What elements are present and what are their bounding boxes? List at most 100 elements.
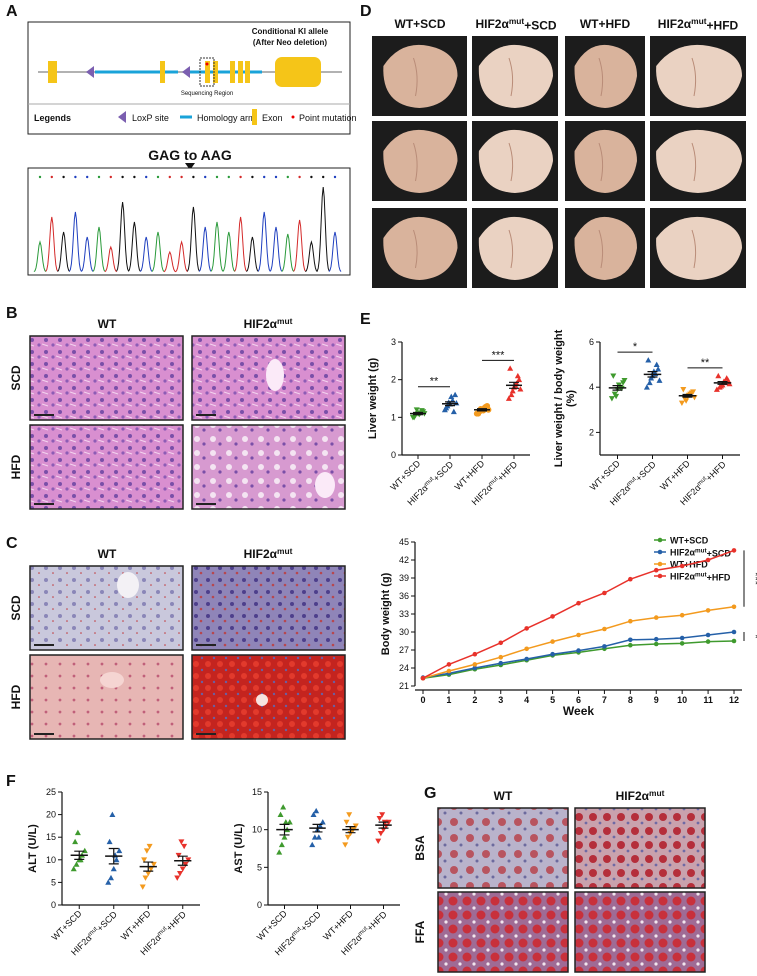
- data-point: [608, 396, 615, 402]
- y-tick-label: 3: [391, 337, 396, 347]
- base-call: [38, 175, 42, 179]
- micrograph: [29, 424, 184, 510]
- y-tick-label: 5: [257, 862, 262, 872]
- data-point: [81, 847, 88, 854]
- data-point: [505, 395, 512, 401]
- data-point: [150, 861, 157, 868]
- y-tick-label: 10: [252, 825, 262, 835]
- panel-label: A: [6, 3, 18, 20]
- y-tick-label: 1: [391, 412, 396, 422]
- x-tick-label-suffix: +SCD: [634, 459, 659, 484]
- x-tick-label: WT+HFD: [658, 458, 692, 492]
- panel-label: D: [360, 3, 372, 20]
- x-tick-label: 2: [472, 695, 477, 705]
- scale-bar: [196, 644, 216, 646]
- chromatogram-peak: [198, 226, 212, 272]
- data-point: [576, 632, 581, 638]
- data-point: [602, 644, 607, 649]
- data-point: [653, 636, 659, 642]
- chromatogram-peak: [293, 219, 307, 272]
- y-tick-label: 36: [399, 591, 409, 601]
- x-tick-label-suffix: +SCD: [95, 909, 120, 934]
- panel-label: G: [424, 785, 436, 802]
- data-point: [628, 637, 633, 643]
- base-call: [109, 175, 113, 179]
- y-tick-label: 27: [399, 645, 409, 655]
- legend-label: HIF2αmut+SCD: [670, 548, 731, 559]
- x-tick-label: WT+SCD: [588, 458, 622, 492]
- y-tick-label: 0: [257, 900, 262, 910]
- chromatogram-peak: [175, 240, 188, 273]
- scale-bar: [34, 733, 54, 735]
- liver-shade: [413, 142, 418, 182]
- y-axis-title: ALT (U/L): [27, 824, 39, 873]
- y-tick-label: 33: [399, 609, 409, 619]
- legend-item: Homology arm: [197, 113, 256, 123]
- data-point: [550, 614, 555, 619]
- x-tick-label-suffix: +SCD: [431, 459, 456, 484]
- base-call: [192, 175, 195, 179]
- column-header-text: HIF2α: [244, 317, 278, 331]
- data-point: [679, 563, 685, 569]
- data-point: [645, 357, 652, 363]
- column-header: WT: [494, 789, 513, 803]
- base-call: [133, 175, 136, 179]
- chromatogram-peak: [281, 233, 295, 272]
- y-axis-title: AST (U/L): [233, 823, 245, 873]
- data-point: [280, 804, 287, 810]
- data-point: [475, 410, 482, 417]
- error-bar: [279, 823, 290, 836]
- data-point: [116, 847, 123, 854]
- chromatogram-peak: [269, 226, 283, 272]
- x-tick-label: 12: [729, 695, 739, 705]
- data-point: [524, 646, 529, 652]
- base-call: [298, 175, 301, 179]
- y-axis-title: (%): [565, 390, 577, 407]
- data-point: [628, 618, 633, 624]
- y-tick-label: 15: [252, 787, 262, 797]
- legend-item: Point mutation: [299, 113, 357, 123]
- liver: [656, 216, 742, 280]
- x-tick-label: 9: [654, 695, 659, 705]
- column-header: HIF2αmut: [244, 546, 293, 561]
- x-tick-label-text: WT+SCD: [588, 458, 622, 492]
- base-call: [74, 175, 77, 179]
- chromatogram-peak: [104, 245, 118, 273]
- y-tick-label: 10: [46, 855, 56, 865]
- error-bar: [312, 823, 323, 833]
- liver-shade: [598, 142, 604, 182]
- row-label: HFD: [9, 454, 23, 479]
- significance: **: [701, 357, 710, 369]
- significance: *: [749, 634, 757, 639]
- series-line: [422, 640, 735, 679]
- error-bar: [445, 401, 455, 407]
- x-tick-label-text: WT+HFD: [119, 908, 153, 942]
- chromatogram-peak: [151, 231, 165, 272]
- loxp-site: [86, 66, 94, 78]
- base-call: [156, 175, 160, 179]
- data-point: [628, 576, 633, 582]
- base-call: [263, 175, 266, 179]
- data-point: [613, 393, 620, 400]
- liver-shade: [508, 142, 514, 182]
- significance: ***: [492, 349, 506, 361]
- liver: [574, 216, 637, 280]
- data-point: [385, 819, 392, 826]
- point-mutation: [205, 62, 209, 66]
- chromatogram-peak: [92, 226, 106, 272]
- error-bar: [647, 371, 658, 378]
- micrograph: [574, 891, 706, 973]
- scale-bar: [34, 503, 54, 505]
- micrograph: [437, 807, 569, 889]
- x-tick-label: WT+HFD: [321, 908, 355, 942]
- liver-shade: [508, 57, 514, 97]
- x-tick-label: 8: [628, 695, 633, 705]
- data-point: [678, 400, 685, 407]
- legend-title: Legends: [34, 113, 71, 123]
- data-point: [508, 391, 515, 398]
- data-point: [713, 386, 720, 392]
- data-point: [346, 812, 353, 818]
- data-point: [498, 640, 504, 646]
- legend-label-suffix: +SCD: [707, 549, 732, 559]
- y-tick-label: 24: [399, 663, 409, 673]
